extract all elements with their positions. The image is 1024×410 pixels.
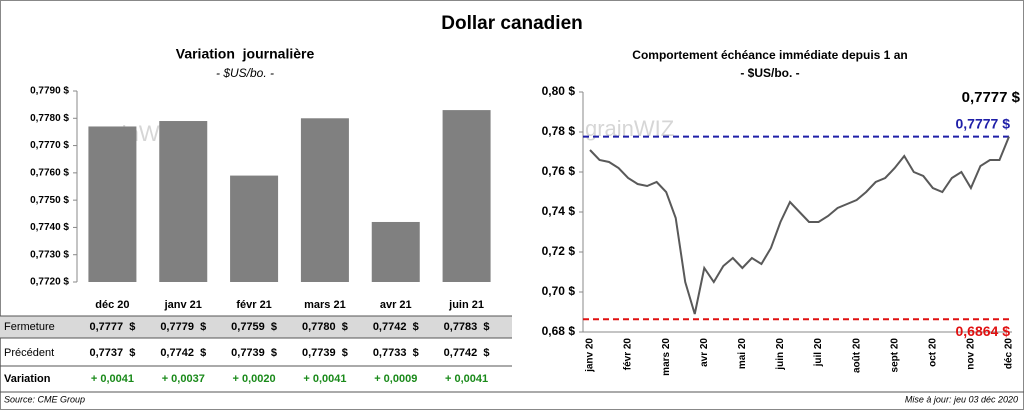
row-label: Précédent	[4, 347, 54, 359]
x-tick-label: avr 20	[699, 338, 710, 367]
y-tick-label: 0,72 $	[542, 244, 576, 258]
y-tick-label: 0,7780 $	[30, 113, 69, 124]
x-tick-label: mai 20	[737, 338, 748, 370]
x-tick-label: nov 20	[966, 338, 977, 370]
chart-title: Variation journalière	[176, 46, 315, 62]
x-tick-label: juin 21	[448, 299, 484, 311]
table-cell: 0,7759 $	[231, 321, 277, 333]
table-cell: + 0,0041	[445, 373, 488, 385]
y-tick-label: 0,7760 $	[30, 167, 69, 178]
bar	[159, 121, 208, 282]
row-label: Variation	[4, 373, 51, 385]
y-tick-label: 0,7790 $	[30, 86, 69, 97]
x-tick-label: janv 20	[585, 338, 596, 373]
y-tick-label: 0,7730 $	[30, 249, 69, 260]
table-cell: + 0,0041	[91, 373, 134, 385]
x-tick-label: mars 21	[304, 299, 346, 311]
y-tick-label: 0,7720 $	[30, 277, 69, 288]
reference-label: 0,7777 $	[956, 115, 1011, 131]
x-tick-label: févr 21	[236, 299, 271, 311]
reference-label: 0,6864 $	[956, 323, 1011, 339]
y-tick-label: 0,7750 $	[30, 195, 69, 206]
y-tick-label: 0,80 $	[542, 84, 576, 98]
chart-subtitle: - $US/bo. -	[740, 66, 799, 80]
table-cell: + 0,0037	[162, 373, 205, 385]
table-cell: 0,7780 $	[302, 321, 348, 333]
table-cell: 0,7739 $	[231, 347, 277, 359]
table-cell: 0,7737 $	[89, 347, 135, 359]
bar	[442, 110, 491, 282]
y-tick-label: 0,7770 $	[30, 140, 69, 151]
table-cell: 0,7739 $	[302, 347, 348, 359]
table-cell: + 0,0041	[303, 373, 346, 385]
table-cell: 0,7742 $	[373, 321, 419, 333]
annotation: 0,7777 $	[962, 89, 1021, 106]
row-highlight	[0, 316, 512, 338]
updated: Mise à jour: jeu 03 déc 2020	[905, 394, 1018, 404]
y-tick-label: 0,7740 $	[30, 222, 69, 233]
table-cell: 0,7779 $	[160, 321, 206, 333]
x-tick-label: déc 20	[95, 299, 129, 311]
y-tick-label: 0,78 $	[542, 124, 576, 138]
page-title: Dollar canadien	[441, 13, 583, 34]
x-tick-label: sept 20	[889, 338, 900, 373]
bar	[371, 221, 420, 282]
x-tick-label: janv 21	[164, 299, 202, 311]
row-label: Fermeture	[4, 321, 55, 333]
table-cell: 0,7733 $	[373, 347, 419, 359]
source: Source: CME Group	[4, 394, 85, 404]
table-cell: 0,7742 $	[160, 347, 206, 359]
y-tick-label: 0,70 $	[542, 284, 576, 298]
price-line	[589, 136, 1010, 315]
x-tick-label: oct 20	[927, 338, 938, 367]
bar	[88, 126, 137, 282]
y-tick-label: 0,68 $	[542, 324, 576, 338]
x-tick-label: févr 20	[623, 338, 634, 371]
bar	[300, 118, 349, 283]
table-cell: + 0,0009	[374, 373, 417, 385]
x-tick-label: juin 20	[775, 338, 786, 371]
y-tick-label: 0,74 $	[542, 204, 576, 218]
x-tick-label: déc 20	[1004, 338, 1015, 370]
table-cell: 0,7783 $	[444, 321, 490, 333]
chart-title: Comportement échéance immédiate depuis 1…	[632, 48, 907, 62]
chart-subtitle: - $US/bo. -	[216, 66, 274, 80]
table-cell: 0,7742 $	[444, 347, 490, 359]
x-tick-label: août 20	[851, 338, 862, 373]
table-cell: 0,7777 $	[89, 321, 135, 333]
table-cell: + 0,0020	[233, 373, 276, 385]
y-tick-label: 0,76 $	[542, 164, 576, 178]
x-tick-label: avr 21	[380, 299, 412, 311]
bar	[230, 175, 279, 282]
x-tick-label: juil 20	[813, 338, 824, 368]
x-tick-label: mars 20	[661, 338, 672, 376]
watermark: grainWIZ	[585, 116, 674, 141]
